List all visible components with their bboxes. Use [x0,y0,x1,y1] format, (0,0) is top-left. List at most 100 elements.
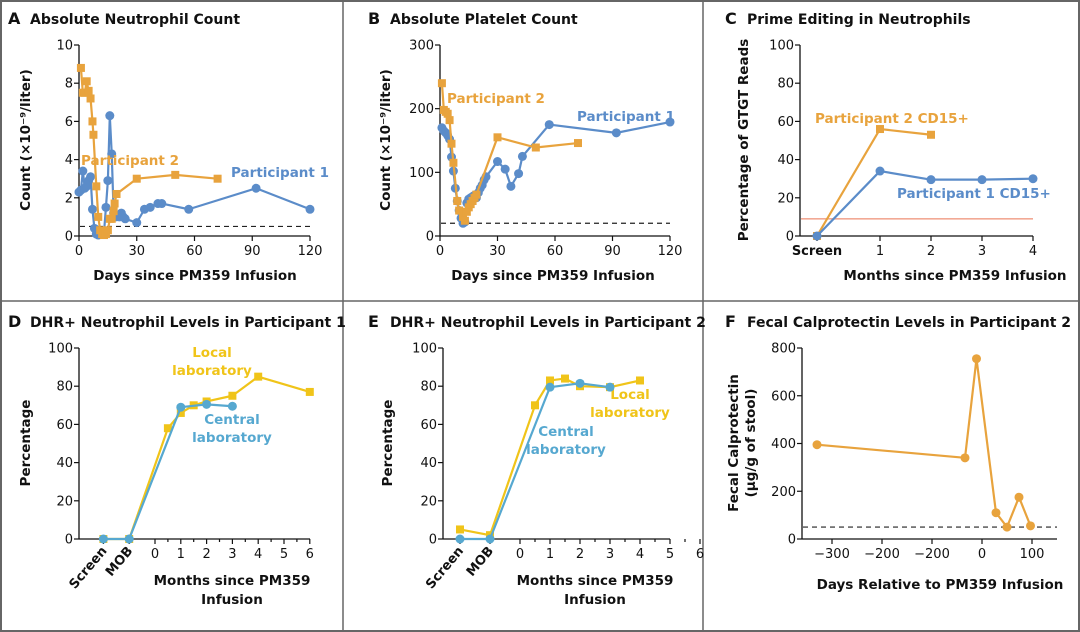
x-tick-label: 0 [978,547,986,562]
x-tick-label: Screen [792,244,842,259]
x-tick-label: 4 [254,547,262,562]
y-tick-label: 100 [412,342,437,357]
x-tick-label: 4 [636,547,644,562]
y-tick-label: 0 [65,533,73,548]
data-point-square [228,391,237,400]
x-tick-label: 0 [516,547,524,562]
data-point-square [82,77,91,86]
y-tick-label: 0 [788,533,796,548]
y-tick-label: 600 [771,389,796,404]
panel-letter: C [725,9,737,28]
x-axis-label: Months since PM359 [517,573,674,589]
data-point-square [455,206,464,215]
y-tick-label: 300 [409,39,434,54]
data-point-circle [812,231,822,241]
x-tick-label: Screen [423,544,467,592]
data-point-circle [812,440,822,450]
x-tick-label: 90 [604,244,621,259]
x-tick-label: 120 [298,244,323,259]
data-point-square [574,139,582,148]
data-point-square [112,189,121,198]
data-point-circle [1028,174,1038,184]
data-point-square [88,117,97,126]
data-point-circle [132,218,142,228]
y-tick-label: 0 [426,230,434,245]
y-tick-label: 80 [420,380,437,395]
data-point-circle [1026,521,1035,531]
y-tick-label: 40 [420,456,437,471]
data-point-circle [176,402,186,412]
data-point-circle [875,166,885,176]
y-tick-label: 100 [48,342,73,357]
data-point-circle [305,204,315,214]
x-tick-label: 3 [606,547,614,562]
data-point-square [636,376,644,385]
data-point-square [94,212,103,221]
data-point-square [89,130,98,139]
data-point-circle [98,534,108,544]
series-line [816,127,932,237]
data-point-square [254,372,263,381]
x-tick-label: 5 [666,547,674,562]
y-axis-label: Count (×10⁻⁹/liter) [18,69,34,211]
x-tick-label: 6 [696,547,704,562]
data-point-circle [107,149,117,159]
x-tick-label: 0 [436,244,444,259]
data-point-circle [105,111,115,121]
x-tick-label: 4 [1029,244,1037,259]
y-tick-label: 400 [771,437,796,452]
x-tick-label: 2 [202,547,210,562]
data-point-circle [545,382,555,392]
data-point-square [109,207,118,216]
y-tick-label: 80 [777,77,794,92]
x-axis-label: Days since PM359 Infusion [93,268,296,284]
data-point-circle [120,214,130,224]
x-axis-label: Days since PM359 Infusion [451,268,654,284]
y-tick-label: 0 [786,230,794,245]
y-tick-label: 40 [777,153,794,168]
data-point-square [447,139,456,148]
data-point-square [443,109,452,118]
data-point-circle [544,120,554,130]
x-tick-label: 1 [546,547,554,562]
data-point-square [110,199,119,208]
data-point-square [449,158,458,167]
data-point-circle [184,204,194,214]
data-point-circle [103,176,113,186]
data-point-square [460,216,469,225]
series-label: Central [538,424,594,440]
y-tick-label: 0 [429,533,437,548]
x-tick-label: 90 [244,244,261,259]
series-label: Participant 2 [447,91,545,107]
data-point-square [453,196,462,205]
data-point-square [531,143,540,152]
y-tick-label: 20 [777,191,794,206]
y-axis-label: Percentage [380,400,396,487]
data-point-circle [506,181,516,191]
y-tick-label: 6 [65,115,73,130]
y-tick-label: 8 [65,77,73,92]
x-tick-label: 30 [128,244,145,259]
x-tick-label: 60 [547,244,564,259]
y-tick-label: 40 [56,456,73,471]
series-label: Participant 1 [577,109,675,125]
x-axis-label: Days Relative to PM359 Infusion [817,577,1064,593]
x-tick-label: 1 [177,547,185,562]
x-tick-label: 2 [576,547,584,562]
panel-title: Absolute Platelet Count [390,12,578,28]
series-label: Central [204,412,260,428]
y-axis-label: Percentage of GTGT Reads [736,39,752,242]
x-axis-label: Infusion [201,592,263,608]
x-tick-label: 120 [658,244,683,259]
y-tick-label: 60 [777,115,794,130]
y-tick-label: 4 [65,153,73,168]
data-point-circle [500,164,510,174]
data-point-square [76,63,85,72]
y-tick-label: 60 [420,418,437,433]
data-point-circle [86,172,96,182]
series-label: laboratory [590,405,670,421]
series-label: Participant 2 [81,153,179,169]
x-axis-label: Infusion [564,592,626,608]
series-label: laboratory [526,442,606,458]
